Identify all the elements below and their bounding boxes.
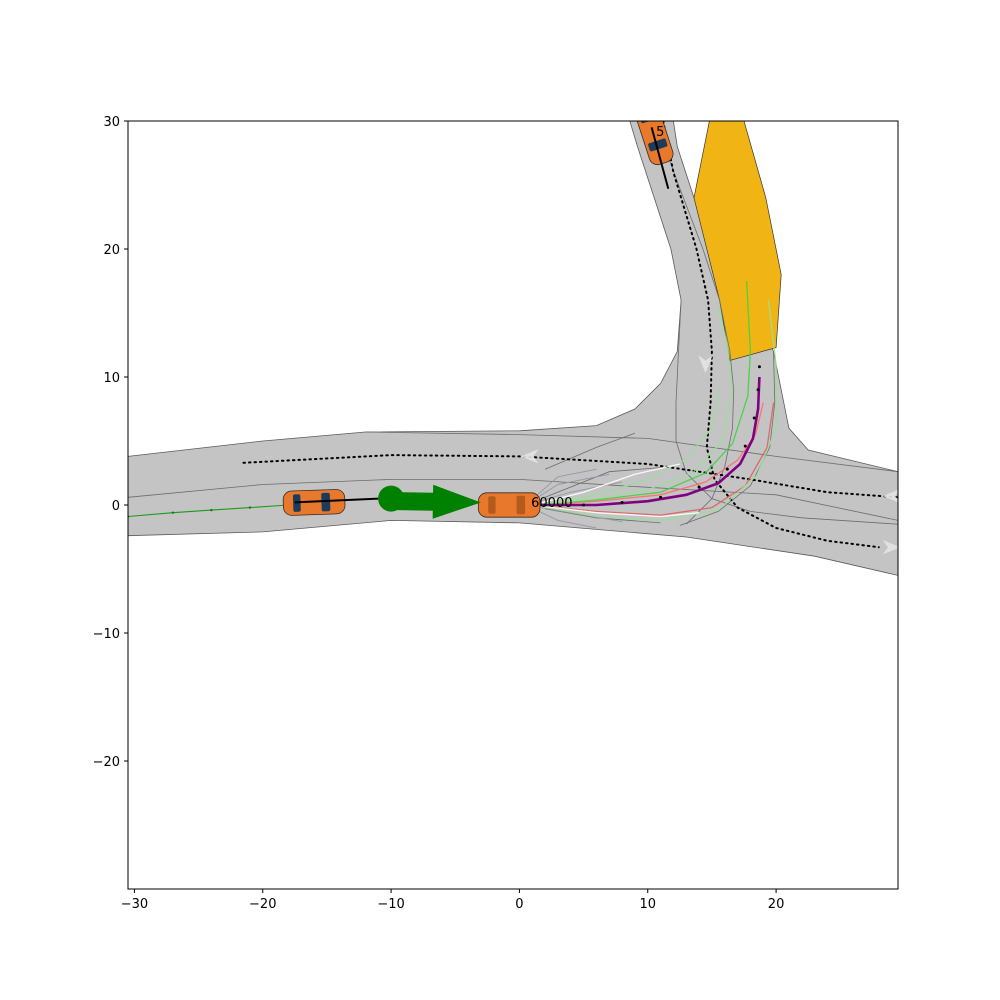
agent-id-label: 5	[656, 125, 664, 140]
y-tick-label: 10	[103, 371, 120, 386]
vehicle-windshield	[648, 138, 668, 152]
plan-waypoint	[659, 495, 663, 499]
predicted-trajectory	[532, 402, 764, 506]
plan-waypoint	[543, 503, 547, 507]
lane-direction-arrow	[698, 355, 713, 374]
x-tick-label: −10	[377, 897, 404, 912]
goal-arrow-shape	[397, 484, 481, 519]
y-tick-label: 30	[103, 115, 120, 130]
lane-direction-arrow	[520, 449, 539, 464]
sampled-path	[525, 504, 623, 523]
y-tick-label: −20	[93, 755, 120, 770]
history-point	[171, 511, 175, 514]
plan-waypoint	[697, 485, 701, 489]
predicted-trajectory	[532, 300, 777, 522]
plan-waypoint	[752, 416, 756, 420]
vehicle-windshield	[516, 495, 526, 515]
plan-waypoint	[620, 500, 624, 504]
agent-velocity-line	[650, 127, 670, 190]
predicted-trajectory	[532, 504, 700, 518]
predicted-trajectory	[532, 389, 721, 506]
ego-vehicle	[477, 492, 541, 518]
x-tick-label: 20	[768, 897, 785, 912]
plot-area: 60000 5	[128, 121, 898, 576]
predicted-trajectory	[532, 306, 734, 506]
lane-centerline	[662, 121, 880, 549]
y-tick-label: 0	[112, 499, 120, 514]
lane-boundary	[365, 431, 898, 473]
y-tick-label: −10	[93, 627, 120, 642]
plan-waypoint	[756, 388, 760, 392]
highlighted-lane	[693, 121, 782, 361]
history-point	[248, 506, 252, 509]
lane-boundary	[544, 432, 636, 470]
plan-waypoint	[725, 467, 729, 471]
lane-boundary	[545, 508, 661, 524]
x-tick-label: −20	[249, 897, 276, 912]
lane-direction-arrow	[882, 489, 898, 503]
plan-waypoint	[582, 503, 586, 507]
axes: −30 −20 −10 0 10 20 −20 −10 0 10 20 30	[93, 115, 785, 912]
agent-velocity-line	[294, 497, 379, 504]
lane-boundary	[544, 466, 674, 498]
goal-direction-arrow	[397, 484, 481, 519]
ego-planned-trajectory	[532, 376, 761, 507]
plan-waypoint	[743, 444, 747, 448]
plan-waypoint	[757, 365, 761, 369]
history-point	[210, 508, 213, 512]
x-tick-label: 10	[639, 897, 656, 912]
x-tick-label: 0	[515, 897, 523, 912]
predicted-trajectory	[532, 463, 680, 506]
vehicle-rear-window	[488, 496, 496, 514]
vehicle-windshield	[321, 492, 331, 512]
lane-boundary	[128, 478, 898, 521]
predicted-trajectory	[532, 402, 775, 516]
predicted-trajectory	[532, 280, 752, 506]
lane-centerline	[242, 454, 898, 499]
lane-boundary	[675, 300, 898, 525]
x-tick-label: −30	[121, 897, 148, 912]
lane-direction-arrow	[882, 540, 898, 555]
agent-id-label: 60000	[531, 496, 572, 511]
y-tick-label: 20	[103, 243, 120, 258]
